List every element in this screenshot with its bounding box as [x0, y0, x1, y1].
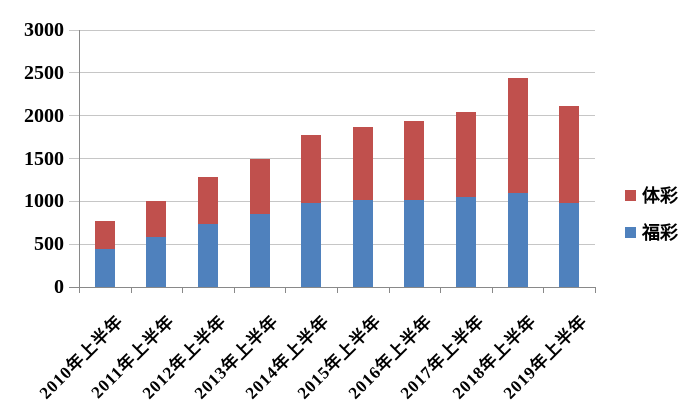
- x-axis-line: [69, 286, 595, 288]
- gridline: [69, 29, 595, 31]
- x-axis-tick: [491, 287, 493, 293]
- bar-segment: [559, 203, 580, 287]
- bar-segment: [94, 249, 115, 287]
- bar-segment: [352, 199, 373, 287]
- bar-segment: [94, 221, 115, 250]
- x-axis-tick: [388, 287, 390, 293]
- y-axis-tick-label: 0: [54, 276, 64, 298]
- bar-segment: [404, 121, 425, 201]
- gridline: [69, 115, 595, 117]
- gridline: [69, 243, 595, 245]
- legend-swatch-icon: [625, 226, 636, 238]
- bar-segment: [249, 159, 270, 214]
- legend-item: 体彩: [625, 182, 678, 208]
- y-axis-tick-label: 1000: [24, 190, 64, 213]
- legend-label: 福彩: [642, 223, 678, 243]
- bar-segment: [507, 77, 528, 194]
- gridline: [69, 72, 595, 74]
- y-axis-tick-label: 1500: [24, 147, 64, 170]
- bar-segment: [404, 200, 425, 287]
- x-axis-tick: [440, 287, 442, 293]
- legend: 体彩 福彩: [625, 182, 678, 245]
- bar-segment: [456, 112, 476, 198]
- bar-segment: [507, 193, 528, 287]
- x-axis-tick: [543, 287, 545, 293]
- legend-item: 福彩: [625, 219, 678, 245]
- gridline: [69, 200, 595, 202]
- y-axis-tick-label: 3000: [24, 19, 64, 41]
- bar-segment: [456, 197, 476, 287]
- x-axis-tick: [595, 287, 596, 293]
- bar-segment: [198, 177, 218, 224]
- gridline: [69, 158, 595, 159]
- x-axis-tick: [233, 287, 235, 293]
- legend-swatch-icon: [625, 189, 636, 201]
- bar-segment: [301, 203, 322, 287]
- y-axis-tick-label: 2000: [24, 104, 64, 127]
- legend-label: 体彩: [642, 186, 678, 206]
- x-axis-tick: [337, 287, 338, 293]
- y-axis-tick-label: 2500: [24, 61, 64, 84]
- bar-segment: [352, 126, 373, 200]
- x-axis-tick: [130, 287, 132, 293]
- bar-segment: [146, 236, 167, 287]
- bar-segment: [301, 134, 322, 204]
- x-axis-tick: [182, 287, 184, 293]
- bar-segment: [146, 200, 167, 237]
- bar-segment: [198, 223, 218, 287]
- y-axis-tick-label: 500: [34, 233, 64, 256]
- x-axis-tick: [79, 287, 80, 293]
- y-axis-line: [79, 30, 80, 287]
- x-axis-tick: [285, 287, 287, 293]
- bar-segment: [249, 213, 270, 287]
- bar-segment: [559, 105, 580, 204]
